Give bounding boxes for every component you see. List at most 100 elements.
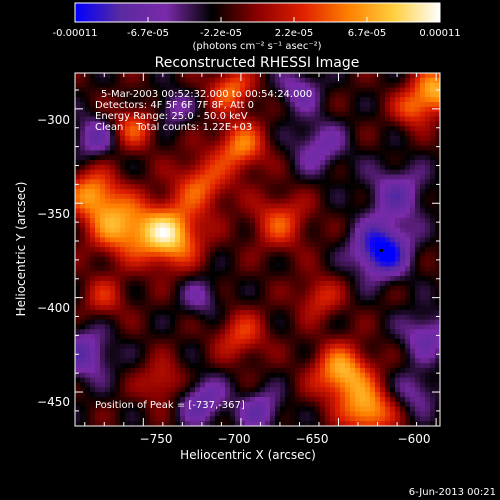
heatmap-cell [390,73,396,79]
heatmap-cell [310,193,316,200]
heatmap-cell [90,353,96,359]
heatmap-cell [285,213,291,219]
heatmap-cell [305,382,311,388]
heatmap-cell [95,353,101,359]
heatmap-cell [105,271,111,277]
heatmap-cell [375,358,381,364]
heatmap-cell [315,280,321,287]
heatmap-cell [295,208,301,214]
heatmap-cell [175,338,181,345]
heatmap-cell [310,280,316,287]
heatmap-cell [110,285,116,292]
heatmap-cell [215,247,221,253]
heatmap-cell [300,126,306,132]
heatmap-cell [220,329,226,335]
heatmap-cell [295,285,301,292]
heatmap-cell [155,203,161,209]
heatmap-cell [165,135,171,142]
heatmap-cell [235,218,241,224]
heatmap-cell [385,164,391,171]
heatmap-cell [280,338,286,345]
heatmap-cell [315,106,321,113]
heatmap-cell [200,377,206,384]
heatmap-cell [110,242,116,248]
heatmap-cell [410,251,416,258]
heatmap-cell [125,150,131,156]
heatmap-cell [355,222,361,229]
heatmap-cell [235,213,241,219]
heatmap-cell [185,251,191,258]
heatmap-cell [330,382,336,388]
heatmap-cell [275,126,281,132]
heatmap-cell [75,396,81,403]
heatmap-cell [415,208,421,214]
heatmap-cell [330,121,336,127]
heatmap-cell [330,189,336,195]
heatmap-cell [365,242,371,248]
heatmap-cell [95,367,101,374]
heatmap-cell [100,169,106,176]
heatmap-cell [75,237,81,243]
heatmap-cell [150,247,156,253]
heatmap-cell [175,97,181,103]
heatmap-cell [125,145,131,151]
heatmap-cell [150,77,156,84]
heatmap-cell [115,97,121,103]
heatmap-cell [240,82,246,89]
heatmap-cell [305,135,311,142]
heatmap-cell [310,121,316,127]
heatmap-cell [325,145,331,151]
heatmap-cell [210,77,216,84]
heatmap-cell [285,280,291,287]
heatmap-cell [340,155,346,161]
heatmap-cell [235,285,241,292]
heatmap-cell [235,174,241,180]
heatmap-cell [375,290,381,297]
heatmap-cell [240,372,246,379]
heatmap-cell [385,247,391,253]
heatmap-cell [300,106,306,113]
heatmap-cell [410,121,416,127]
heatmap-cell [335,116,341,122]
heatmap-cell [280,309,286,316]
heatmap-cell [170,309,176,316]
heatmap-cell [80,82,86,89]
heatmap-cell [365,305,371,311]
heatmap-cell [215,92,221,98]
heatmap-cell [145,338,151,345]
heatmap-cell [155,198,161,205]
heatmap-cell [220,324,226,330]
heatmap-cell [285,367,291,374]
heatmap-cell [195,131,201,137]
heatmap-cell [90,237,96,243]
heatmap-cell [385,334,391,340]
heatmap-cell [355,363,361,369]
heatmap-cell [210,179,216,185]
heatmap-cell [115,290,121,297]
heatmap-cell [200,160,206,166]
heatmap-cell [260,367,266,374]
heatmap-cell [350,116,356,122]
heatmap-cell [230,198,236,205]
heatmap-cell [335,208,341,214]
heatmap-cell [265,237,271,243]
heatmap-cell [365,150,371,156]
heatmap-cell [240,87,246,93]
heatmap-cell [295,247,301,253]
heatmap-cell [85,382,91,388]
heatmap-cell [315,77,321,84]
heatmap-cell [125,116,131,122]
heatmap-cell [135,145,141,151]
heatmap-cell [355,329,361,335]
heatmap-cell [135,97,141,103]
heatmap-cell [340,256,346,263]
heatmap-cell [80,227,86,234]
heatmap-cell [75,343,81,350]
heatmap-cell [325,247,331,253]
heatmap-cell [345,189,351,195]
heatmap-cell [375,285,381,292]
heatmap-cell [210,377,216,384]
heatmap-cell [180,131,186,137]
heatmap-cell [230,213,236,219]
heatmap-cell [255,193,261,200]
